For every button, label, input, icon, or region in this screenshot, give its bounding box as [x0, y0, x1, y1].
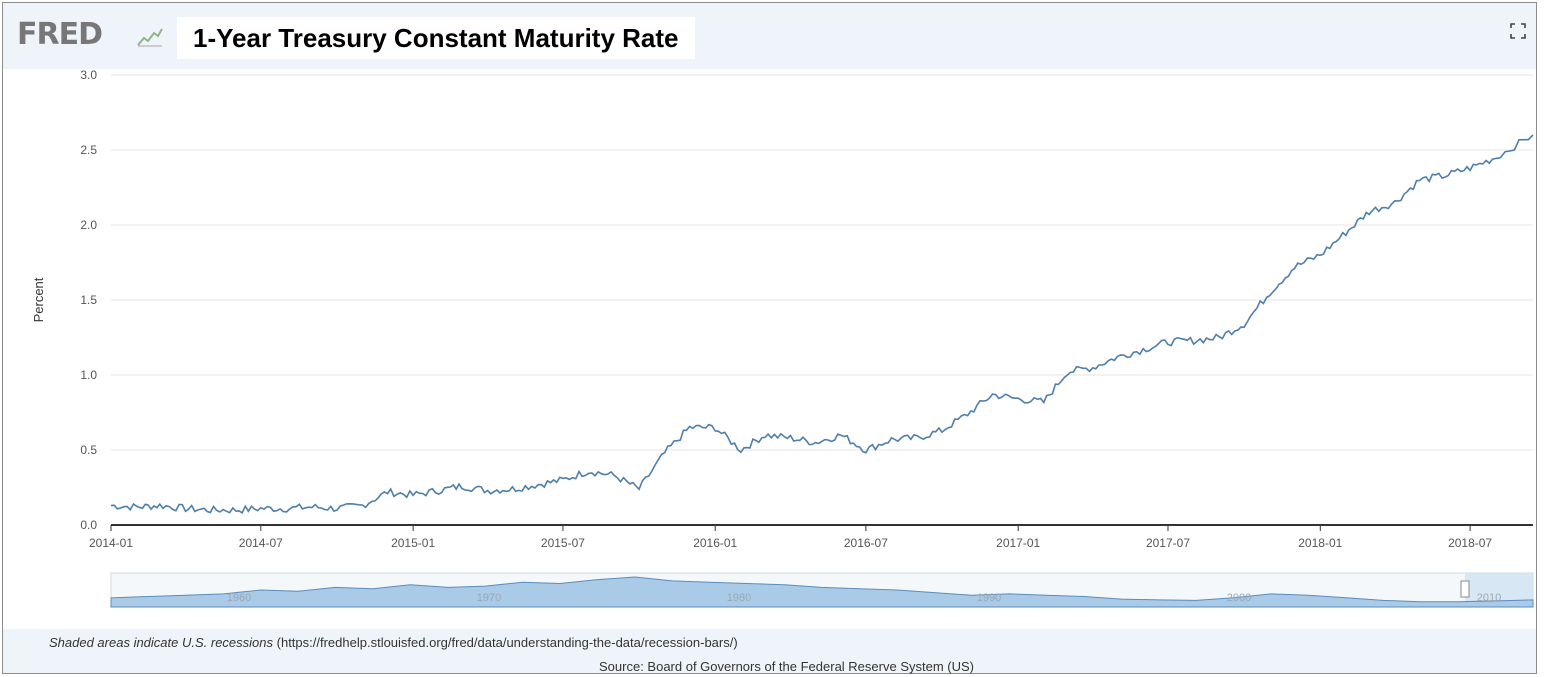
source-note: Source: Board of Governors of the Federa… — [599, 659, 974, 674]
navigator-year-label: 1980 — [727, 592, 751, 604]
y-tick-label: 0.5 — [80, 443, 97, 457]
navigator-year-label: 1970 — [477, 592, 501, 604]
y-tick-label: 1.5 — [80, 293, 97, 307]
x-tick-label: 2016-07 — [844, 536, 888, 550]
recession-note: Shaded areas indicate U.S. recessions (h… — [49, 635, 738, 650]
navigator-handle[interactable] — [1460, 580, 1470, 598]
expand-icon[interactable] — [1510, 23, 1526, 39]
chart-header: FRED 1-Year Treasury Constant Maturity R… — [3, 3, 1536, 69]
y-tick-label: 2.5 — [80, 143, 97, 157]
y-tick-label: 2.0 — [80, 218, 97, 232]
chart-title-box: 1-Year Treasury Constant Maturity Rate — [177, 17, 695, 59]
navigator-year-label: 2010 — [1477, 592, 1501, 604]
navigator-area — [110, 576, 1534, 608]
x-tick-label: 2017-07 — [1146, 536, 1190, 550]
x-tick-label: 2017-01 — [996, 536, 1040, 550]
navigator-year-label: 1960 — [227, 592, 251, 604]
y-tick-label: 0.0 — [80, 518, 97, 532]
x-tick-label: 2014-01 — [89, 536, 133, 550]
x-tick-label: 2018-07 — [1448, 536, 1492, 550]
line-chart[interactable]: 0.0 0.5 1.0 1.5 2.0 2.5 3.0 Percent 2014-01 2014-… — [3, 69, 1536, 629]
fred-logo-icon — [137, 28, 163, 47]
x-tick-label: 2015-07 — [541, 536, 585, 550]
chart-title: 1-Year Treasury Constant Maturity Rate — [193, 22, 679, 53]
fred-logo[interactable]: FRED — [17, 17, 103, 52]
navigator-year-label: 2000 — [1227, 592, 1251, 604]
y-tick-label: 1.0 — [80, 368, 97, 382]
recession-link[interactable]: (https://fredhelp.stlouisfed.org/fred/da… — [276, 635, 738, 650]
plot-area: 0.0 0.5 1.0 1.5 2.0 2.5 3.0 Percent 2014-01 2014-… — [3, 69, 1536, 629]
y-axis-label: Percent — [31, 277, 46, 322]
x-tick-label: 2018-01 — [1298, 536, 1342, 550]
x-tick-label: 2015-01 — [391, 536, 435, 550]
navigator-year-label: 1990 — [977, 592, 1001, 604]
y-tick-label: 3.0 — [80, 69, 97, 82]
x-tick-label: 2016-01 — [693, 536, 737, 550]
x-tick-label: 2014-07 — [239, 536, 283, 550]
series-line — [110, 134, 1534, 514]
recession-note-text: Shaded areas indicate U.S. recessions — [49, 635, 274, 650]
